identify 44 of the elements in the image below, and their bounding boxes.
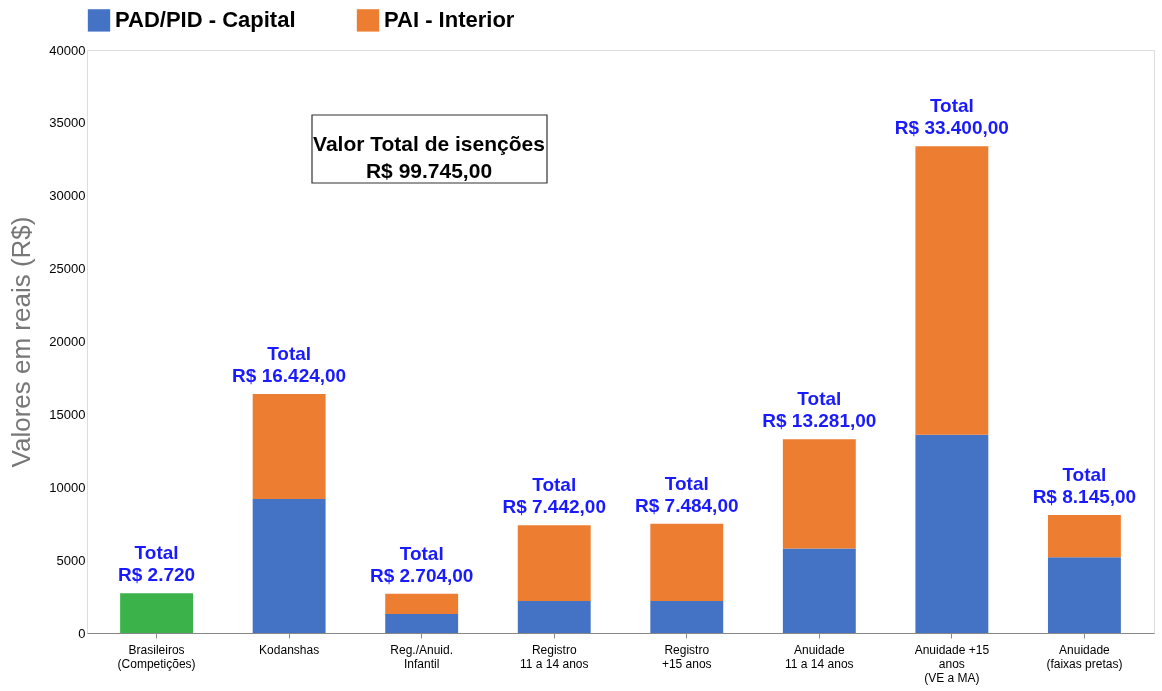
bar: [120, 593, 194, 633]
legend-label: PAD/PID - Capital: [115, 7, 296, 33]
bar: [517, 525, 591, 601]
total-label: Total R$ 2.704,00: [369, 542, 474, 586]
bar: [517, 600, 591, 633]
total-label: Total R$ 33.400,00: [894, 95, 1009, 139]
y-axis-title: Valores em reais (R$): [6, 216, 37, 468]
x-tick-label: Anuidade +15 anos (VE a MA): [914, 642, 990, 685]
bar: [252, 498, 326, 633]
bar: [252, 393, 326, 499]
total-label: Total R$ 16.424,00: [232, 342, 347, 386]
total-label: Total R$ 2.720: [118, 542, 196, 586]
bar: [915, 434, 989, 633]
x-tick-label: Reg./Anuid. Infantil: [390, 642, 454, 671]
y-tick-label: 40000: [49, 42, 86, 58]
total-label: Total R$ 7.442,00: [502, 474, 606, 518]
bar: [1047, 557, 1121, 633]
x-tick-label: Brasileiros (Competições): [117, 642, 196, 671]
bar: [385, 614, 459, 633]
x-tick-label: Anuidade 11 a 14 anos: [785, 642, 854, 671]
x-tick-label: Anuidade (faixas pretas): [1046, 642, 1123, 671]
x-tick-label: Registro +15 anos: [661, 642, 712, 671]
total-label: Total R$ 7.484,00: [635, 472, 739, 516]
bar: [650, 600, 724, 633]
y-tick-label: 20000: [49, 334, 86, 349]
y-tick-label: 30000: [49, 188, 86, 204]
bar: [782, 548, 856, 633]
bar: [915, 146, 989, 435]
bar: [650, 523, 724, 601]
x-tick-label: Kodanshas: [259, 642, 320, 657]
bar: [385, 593, 459, 615]
y-tick-label: 25000: [49, 261, 86, 277]
bar: [1047, 514, 1121, 558]
annotation: Valor Total de isenções R$ 99.745,00: [313, 132, 545, 182]
y-tick-label: 5000: [56, 552, 86, 568]
bar: [782, 439, 856, 549]
y-tick-label: 35000: [49, 115, 86, 131]
total-label: Total R$ 13.281,00: [762, 388, 877, 432]
x-tick-label: Registro 11 a 14 anos: [519, 642, 589, 671]
y-tick-label: 15000: [49, 406, 86, 422]
y-tick-label: 10000: [49, 479, 86, 495]
y-tick-label: 0: [78, 625, 86, 641]
legend-label: PAI - Interior: [384, 7, 515, 33]
total-label: Total R$ 8.145,00: [1032, 463, 1137, 507]
